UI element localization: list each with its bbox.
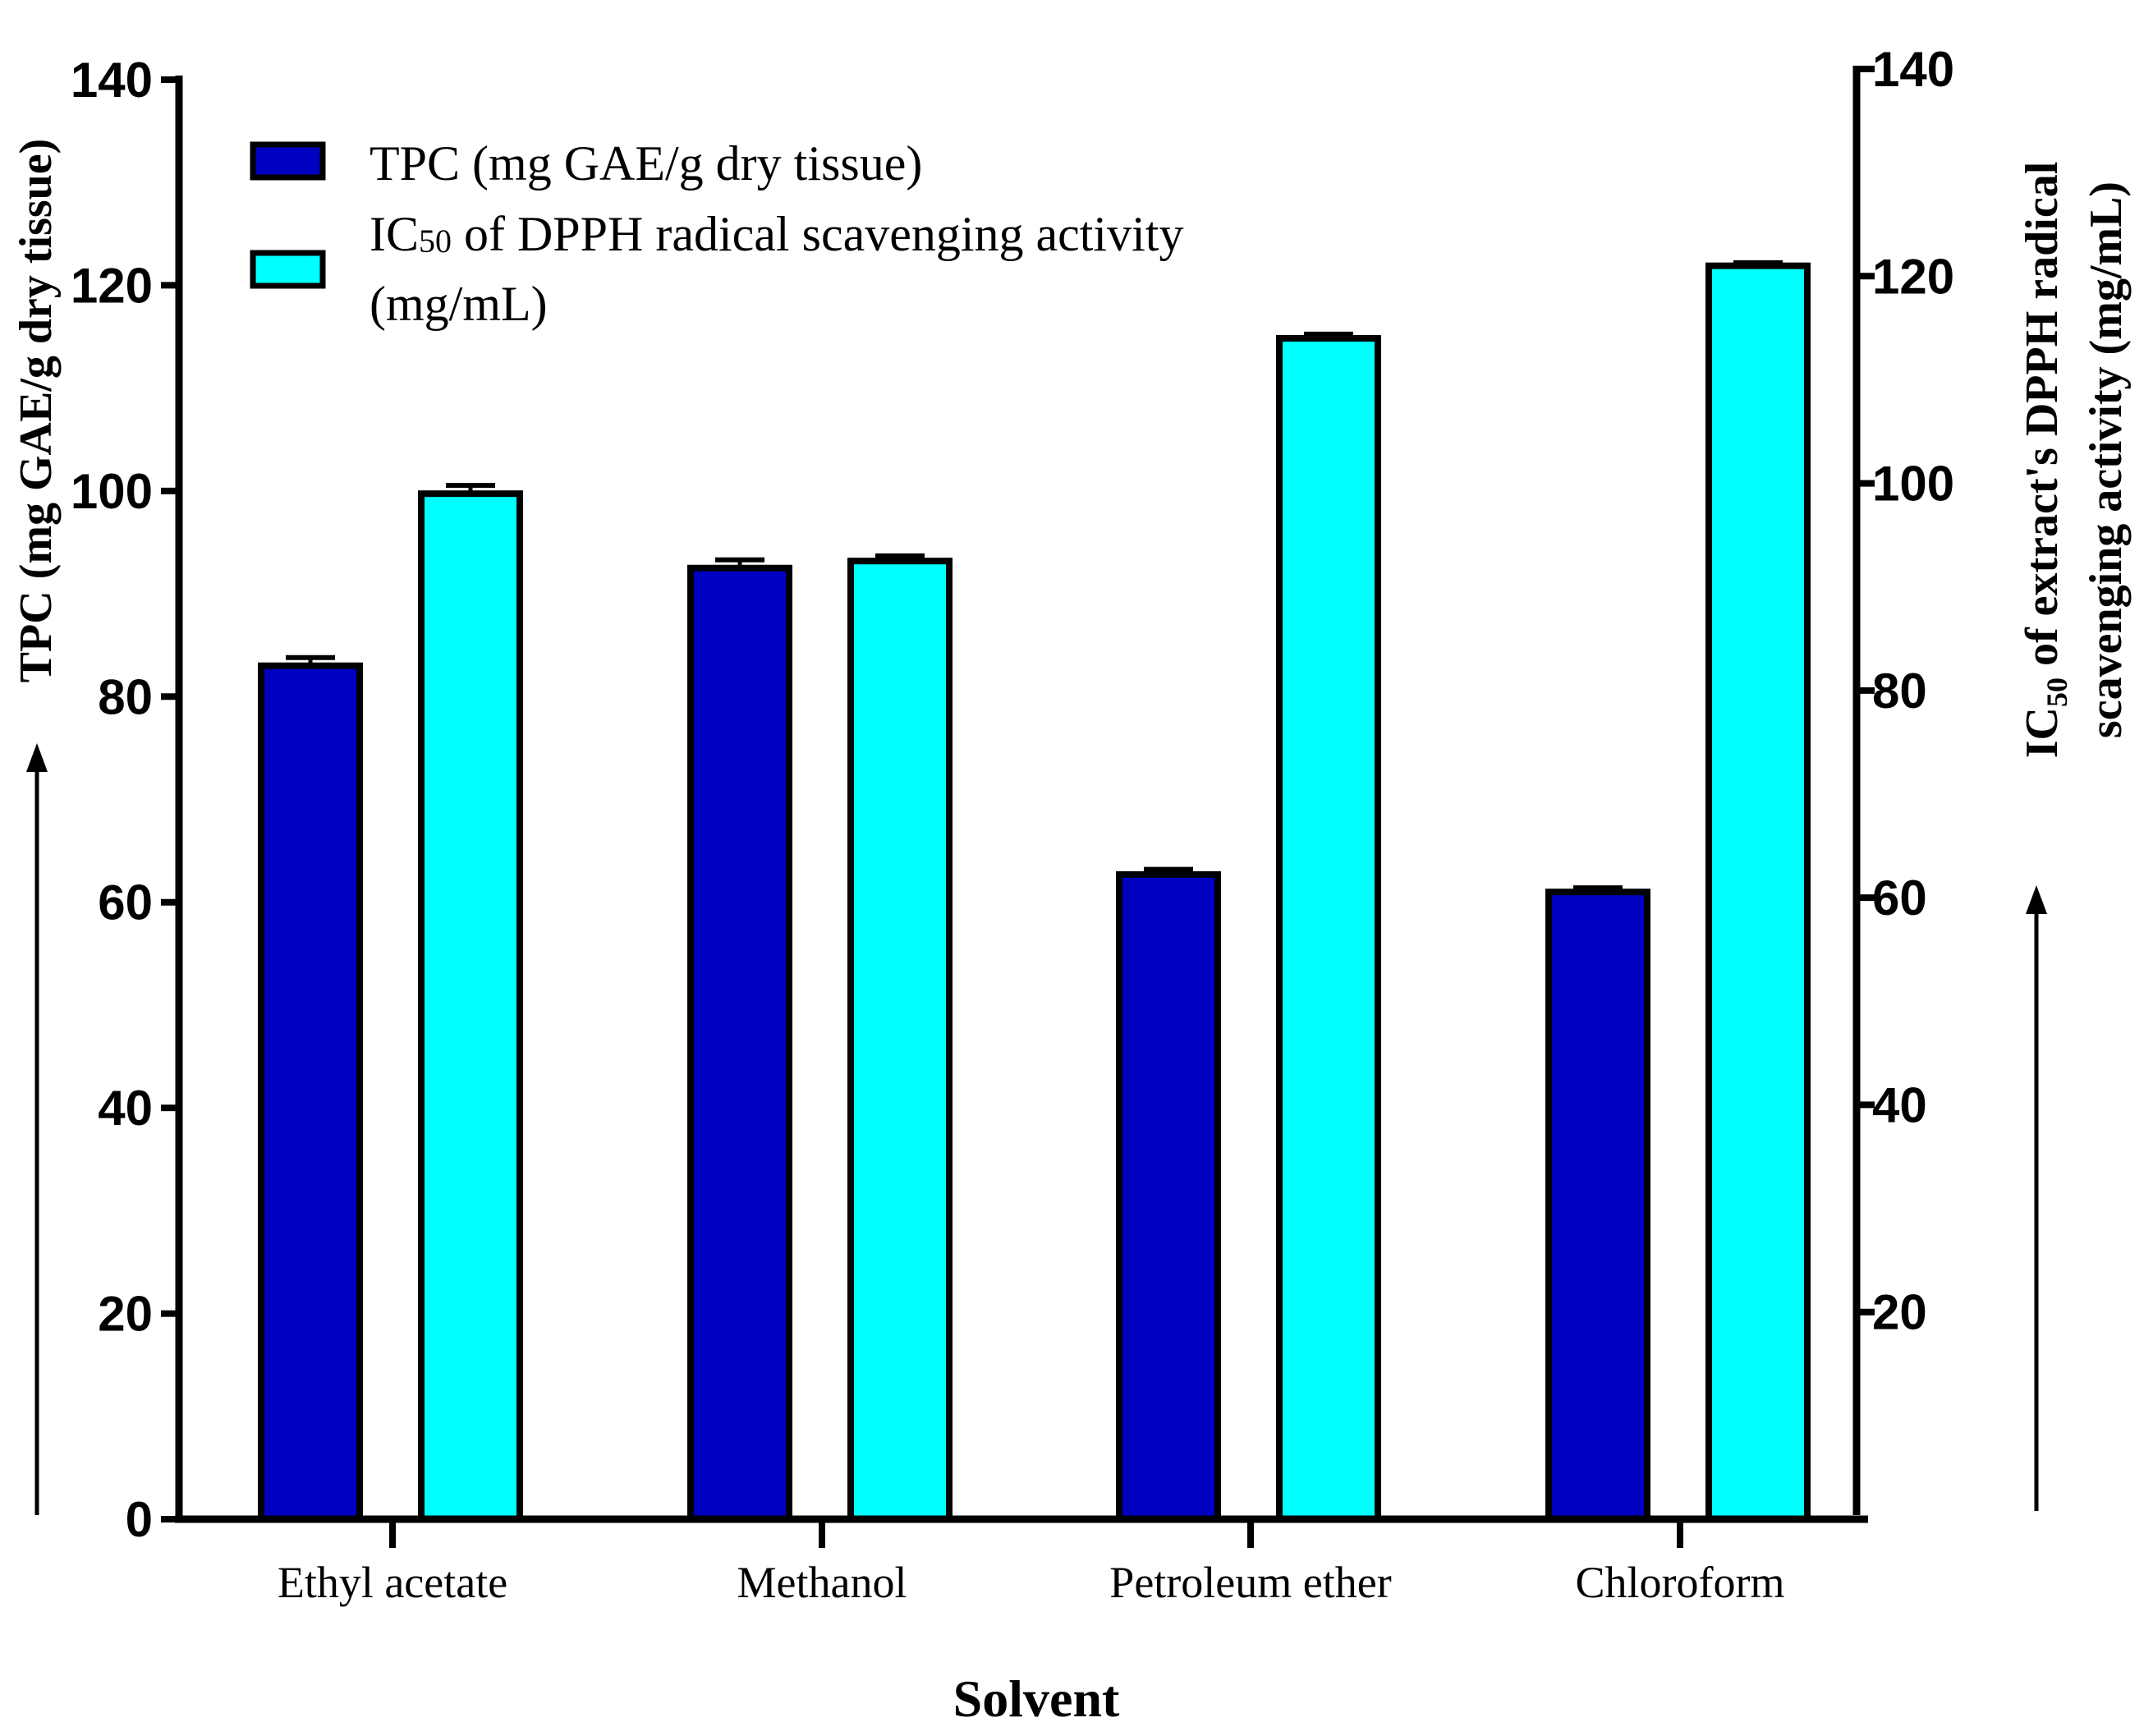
bar-ic50 [1276, 334, 1381, 1522]
legend-ic50-main: IC [370, 207, 419, 261]
legend-label-ic50: IC50 of DPPH radical scavenging activity [370, 207, 1183, 261]
right-y-tick-label: 80 [1872, 664, 1927, 719]
x-category-label: Petroleum ether [1109, 1558, 1391, 1607]
x-category-label: Methanol [737, 1558, 907, 1607]
error-bars-layer [286, 259, 1783, 893]
bar-tpc [1116, 870, 1221, 1522]
bar-ic50 [418, 490, 523, 1523]
right-y-tick-label: 140 [1872, 42, 1954, 97]
right-axis-title-ic: IC [2017, 707, 2068, 758]
legend-ic50-sub: 50 [419, 223, 452, 259]
left-y-tick-label: 120 [71, 258, 153, 313]
left-y-ticks: 0 20 40 60 80 100 120 140 [71, 53, 179, 1547]
right-y-tick-label: 60 [1872, 870, 1927, 925]
left-y-tick-label: 20 [98, 1287, 153, 1342]
svg-text:IC50 of extract's DPPH radical: IC50 of extract's DPPH radical [2017, 162, 2073, 758]
left-y-axis-title: TPC (mg GAE/g dry tissue) [11, 139, 62, 683]
right-y-tick-label: 20 [1872, 1285, 1927, 1340]
x-ticks: Ethyl acetate Methanol Petroleum ether Chlo… [278, 1519, 1785, 1607]
x-category-label: Ethyl acetate [278, 1558, 507, 1607]
right-axis-title-rest: of extract's DPPH radical [2017, 162, 2068, 677]
legend-swatch-ic50 [250, 250, 326, 289]
legend-label-ic50-line2: (mg/mL) [370, 277, 548, 331]
right-axis-arrow-icon [2026, 885, 2047, 1511]
left-y-tick-label: 140 [71, 53, 153, 108]
left-y-tick-label: 0 [126, 1492, 153, 1547]
right-y-ticks: 20 40 60 80 100 120 140 [1857, 42, 1954, 1340]
bar-ic50 [1705, 262, 1811, 1523]
legend-ic50-rest: of DPPH radical scavenging activity [452, 207, 1183, 261]
right-axis-title-sub: 50 [2041, 677, 2073, 707]
left-y-tick-label: 40 [98, 1081, 153, 1136]
right-y-tick-label: 40 [1872, 1077, 1927, 1132]
right-y-axis-title: IC50 of extract's DPPH radical scavengin… [2017, 162, 2132, 758]
bar-ic50 [847, 558, 953, 1522]
bar-tpc [687, 564, 792, 1523]
left-y-tick-label: 100 [71, 464, 153, 519]
right-axis-title-line2: scavenging activity (mg/mL) [2081, 181, 2132, 738]
x-category-label: Chloroform [1576, 1558, 1785, 1607]
x-axis-title: Solvent [953, 1669, 1120, 1728]
bars-layer [258, 262, 1811, 1523]
right-y-tick-label: 100 [1872, 457, 1954, 512]
legend-label-tpc: TPC (mg GAE/g dry tissue) [370, 136, 922, 191]
legend-swatch-tpc [250, 141, 326, 181]
bar-tpc [258, 662, 363, 1522]
legend: TPC (mg GAE/g dry tissue) IC50 of DPPH r… [250, 136, 1183, 331]
left-y-tick-label: 60 [98, 875, 153, 930]
right-y-tick-label: 120 [1872, 249, 1954, 304]
bar-tpc [1545, 889, 1650, 1522]
left-y-tick-label: 80 [98, 669, 153, 724]
left-axis-arrow-icon [26, 743, 48, 1515]
